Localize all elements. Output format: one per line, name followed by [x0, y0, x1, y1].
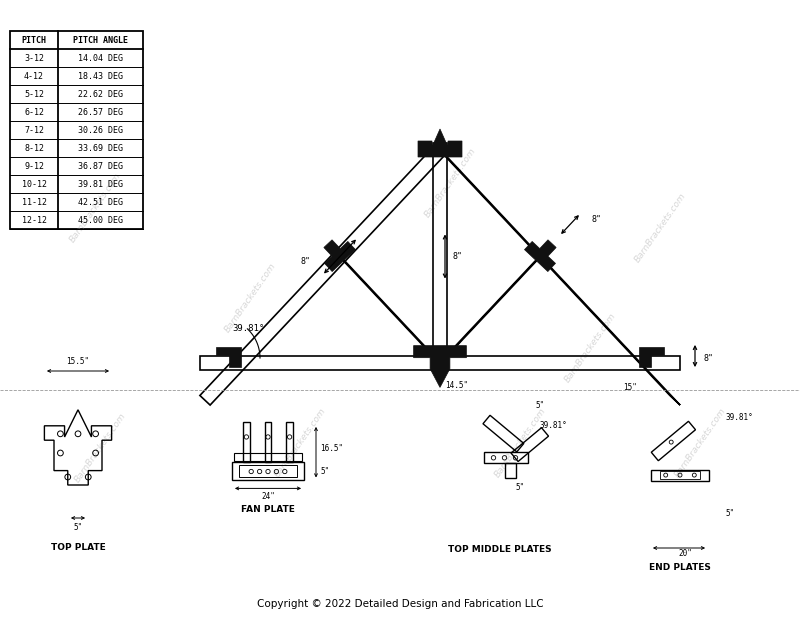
Text: 39.81°: 39.81° — [232, 323, 264, 332]
Text: 3-12: 3-12 — [24, 54, 44, 62]
Text: PITCH: PITCH — [22, 35, 46, 44]
Text: 5-12: 5-12 — [24, 90, 44, 98]
Text: 11-12: 11-12 — [22, 198, 46, 206]
Text: 5": 5" — [74, 523, 82, 532]
Text: 4-12: 4-12 — [24, 72, 44, 80]
Text: TOP MIDDLE PLATES: TOP MIDDLE PLATES — [448, 545, 552, 554]
Text: BarnBrackets.com: BarnBrackets.com — [273, 407, 327, 480]
Text: 8": 8" — [300, 257, 310, 266]
Text: 45.00 DEG: 45.00 DEG — [78, 216, 123, 224]
Text: 14.04 DEG: 14.04 DEG — [78, 54, 123, 62]
Text: 24": 24" — [261, 493, 275, 501]
Text: 22.62 DEG: 22.62 DEG — [78, 90, 123, 98]
Text: 18.43 DEG: 18.43 DEG — [78, 72, 123, 80]
Text: 12-12: 12-12 — [22, 216, 46, 224]
Text: 10-12: 10-12 — [22, 179, 46, 188]
Text: 5": 5" — [725, 509, 734, 517]
Text: 36.87 DEG: 36.87 DEG — [78, 161, 123, 171]
Text: 39.81 DEG: 39.81 DEG — [78, 179, 123, 188]
Text: TOP PLATE: TOP PLATE — [50, 543, 106, 552]
Text: BarnBrackets.com: BarnBrackets.com — [422, 146, 478, 219]
Text: 8": 8" — [703, 353, 713, 363]
Text: 30.26 DEG: 30.26 DEG — [78, 125, 123, 135]
Text: 5": 5" — [515, 483, 524, 493]
Text: 5": 5" — [535, 400, 544, 410]
Text: 8": 8" — [452, 252, 462, 261]
Text: BarnBrackets.com: BarnBrackets.com — [633, 192, 687, 265]
Text: BarnBrackets.com: BarnBrackets.com — [73, 412, 127, 485]
Polygon shape — [639, 347, 664, 367]
Text: 14.5": 14.5" — [445, 381, 468, 389]
Text: BarnBrackets.com: BarnBrackets.com — [222, 261, 278, 334]
Text: 7-12: 7-12 — [24, 125, 44, 135]
Polygon shape — [324, 240, 355, 271]
Text: FAN PLATE: FAN PLATE — [241, 506, 295, 514]
Text: 26.57 DEG: 26.57 DEG — [78, 108, 123, 117]
Text: 33.69 DEG: 33.69 DEG — [78, 143, 123, 153]
Text: 42.51 DEG: 42.51 DEG — [78, 198, 123, 206]
Text: 6-12: 6-12 — [24, 108, 44, 117]
Text: BarnBrackets.com: BarnBrackets.com — [673, 407, 727, 480]
Text: 16.5": 16.5" — [320, 444, 343, 453]
Polygon shape — [525, 240, 556, 271]
Polygon shape — [216, 347, 241, 367]
Text: 39.81°: 39.81° — [725, 413, 753, 423]
Polygon shape — [414, 345, 466, 387]
Text: 20": 20" — [678, 549, 692, 557]
Bar — [10, 31, 143, 229]
Text: 9-12: 9-12 — [24, 161, 44, 171]
Text: 8": 8" — [592, 215, 602, 224]
Text: 15.5": 15.5" — [66, 357, 90, 366]
Text: BarnBrackets.com: BarnBrackets.com — [562, 311, 618, 384]
Text: 8-12: 8-12 — [24, 143, 44, 153]
Text: Copyright © 2022 Detailed Design and Fabrication LLC: Copyright © 2022 Detailed Design and Fab… — [257, 599, 543, 609]
Text: PITCH ANGLE: PITCH ANGLE — [73, 35, 128, 44]
Text: 39.81°: 39.81° — [540, 420, 568, 430]
Polygon shape — [418, 129, 462, 157]
Text: 5": 5" — [320, 467, 330, 476]
Text: 15": 15" — [623, 384, 637, 392]
Text: BarnBrackets.com: BarnBrackets.com — [493, 407, 547, 480]
Text: BarnBrackets.com: BarnBrackets.com — [68, 172, 122, 245]
Text: END PLATES: END PLATES — [649, 563, 711, 572]
